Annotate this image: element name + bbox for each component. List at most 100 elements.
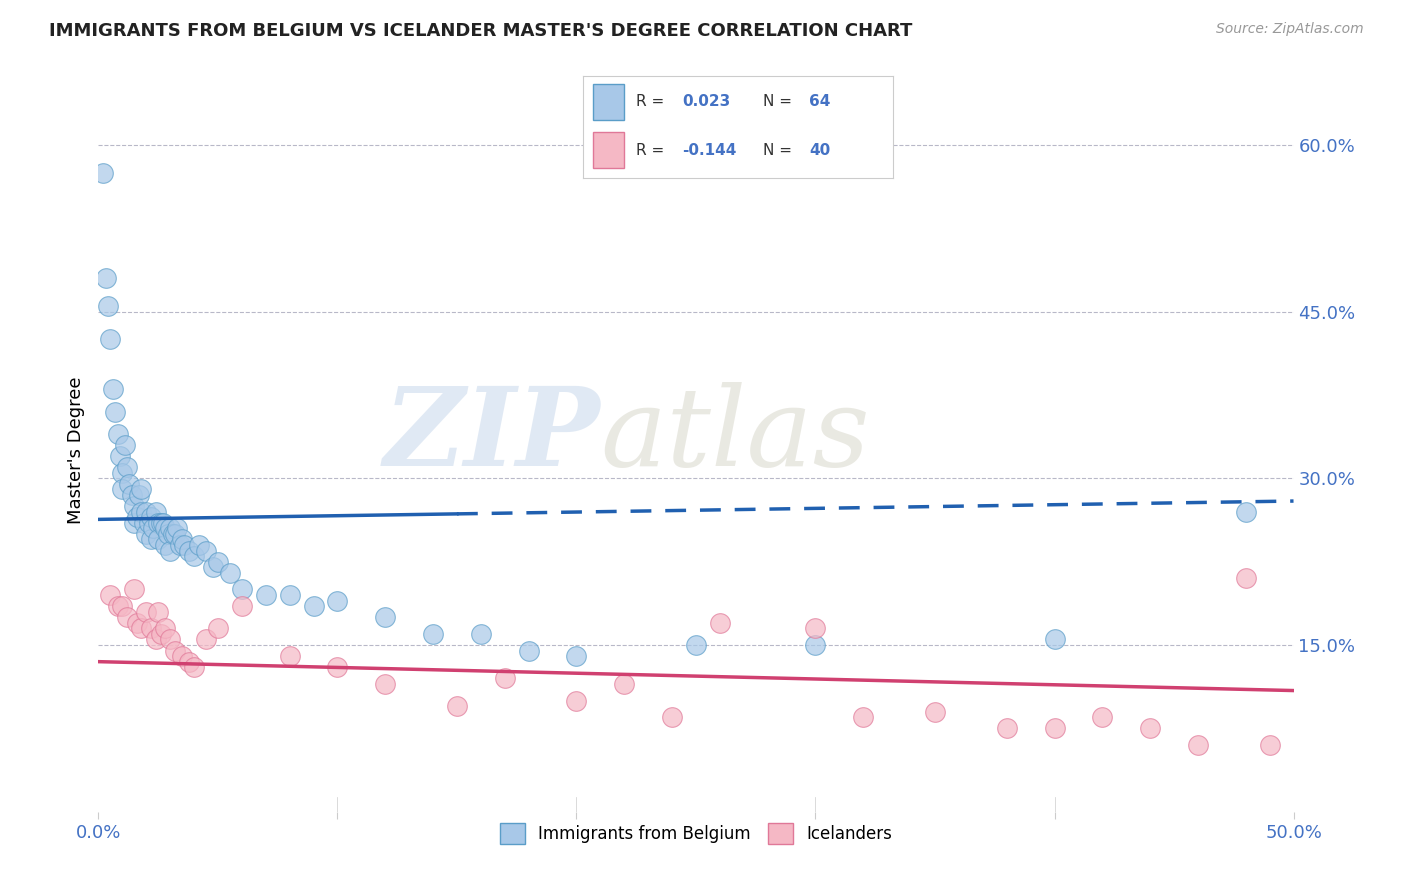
Point <box>422 627 444 641</box>
Text: -0.144: -0.144 <box>682 143 737 158</box>
Point <box>155 521 177 535</box>
Point <box>326 660 349 674</box>
Point <box>104 404 127 418</box>
Point <box>118 476 141 491</box>
Point <box>374 610 396 624</box>
Point <box>125 615 148 630</box>
Point <box>1043 722 1066 736</box>
Text: R =: R = <box>636 95 669 110</box>
Point <box>91 165 114 179</box>
Point <box>709 615 731 630</box>
Point <box>155 538 177 552</box>
Text: 64: 64 <box>810 95 831 110</box>
Point <box>98 332 122 346</box>
Point <box>149 627 172 641</box>
Point <box>101 382 124 396</box>
Text: IMMIGRANTS FROM BELGIUM VS ICELANDER MASTER'S DEGREE CORRELATION CHART: IMMIGRANTS FROM BELGIUM VS ICELANDER MAS… <box>49 22 912 40</box>
Point <box>613 677 636 691</box>
Point <box>924 705 946 719</box>
Point <box>1234 505 1257 519</box>
Point <box>470 627 492 641</box>
Point <box>183 660 205 674</box>
Text: N =: N = <box>763 143 797 158</box>
Point <box>1187 738 1209 752</box>
Point <box>195 543 218 558</box>
Point <box>278 588 301 602</box>
Point <box>179 655 201 669</box>
Point <box>135 605 157 619</box>
Point <box>446 699 468 714</box>
Point <box>115 610 138 624</box>
Point <box>145 632 167 647</box>
Point <box>115 460 138 475</box>
Point <box>804 638 827 652</box>
Point <box>685 638 707 652</box>
Point <box>108 449 131 463</box>
Point <box>195 632 218 647</box>
Point <box>111 483 134 497</box>
Point <box>97 299 120 313</box>
Point <box>254 588 277 602</box>
Point <box>172 649 194 664</box>
Point <box>804 621 827 635</box>
Text: ZIP: ZIP <box>384 383 600 490</box>
Point <box>173 538 195 552</box>
Point <box>148 516 170 530</box>
Point <box>131 483 153 497</box>
Point <box>852 710 875 724</box>
Point <box>231 582 253 597</box>
Legend: Immigrants from Belgium, Icelanders: Immigrants from Belgium, Icelanders <box>494 817 898 850</box>
Point <box>114 438 136 452</box>
Point <box>231 599 253 613</box>
Point <box>149 516 172 530</box>
Point <box>278 649 301 664</box>
Point <box>187 538 209 552</box>
Point <box>162 526 184 541</box>
Point <box>148 605 170 619</box>
Point <box>207 621 229 635</box>
Text: 40: 40 <box>810 143 831 158</box>
Point <box>156 526 179 541</box>
Text: atlas: atlas <box>600 383 870 490</box>
Point <box>159 543 181 558</box>
Point <box>494 671 516 685</box>
Point <box>139 621 162 635</box>
Point <box>152 516 174 530</box>
Point <box>132 516 155 530</box>
Point <box>565 649 588 664</box>
Point <box>124 516 146 530</box>
Point <box>94 271 117 285</box>
Point <box>995 722 1018 736</box>
Point <box>374 677 396 691</box>
Text: 0.023: 0.023 <box>682 95 731 110</box>
Point <box>169 538 191 552</box>
Point <box>124 499 146 513</box>
Point <box>1234 571 1257 585</box>
Point <box>207 555 229 569</box>
FancyBboxPatch shape <box>593 132 624 168</box>
Point <box>159 521 181 535</box>
Point <box>107 426 129 441</box>
Point <box>139 533 162 547</box>
Point <box>111 466 134 480</box>
Point <box>138 516 160 530</box>
Point <box>517 643 540 657</box>
Point <box>124 582 146 597</box>
Point <box>135 505 157 519</box>
Point <box>125 510 148 524</box>
Point <box>565 693 588 707</box>
Point <box>159 632 181 647</box>
Point <box>202 560 225 574</box>
Point <box>163 526 186 541</box>
Point <box>98 588 122 602</box>
Point <box>661 710 683 724</box>
Point <box>131 621 153 635</box>
Point <box>107 599 129 613</box>
Point <box>302 599 325 613</box>
Y-axis label: Master's Degree: Master's Degree <box>66 376 84 524</box>
Text: R =: R = <box>636 143 669 158</box>
Point <box>121 488 143 502</box>
Point <box>163 643 186 657</box>
Point <box>1139 722 1161 736</box>
Point <box>166 521 188 535</box>
